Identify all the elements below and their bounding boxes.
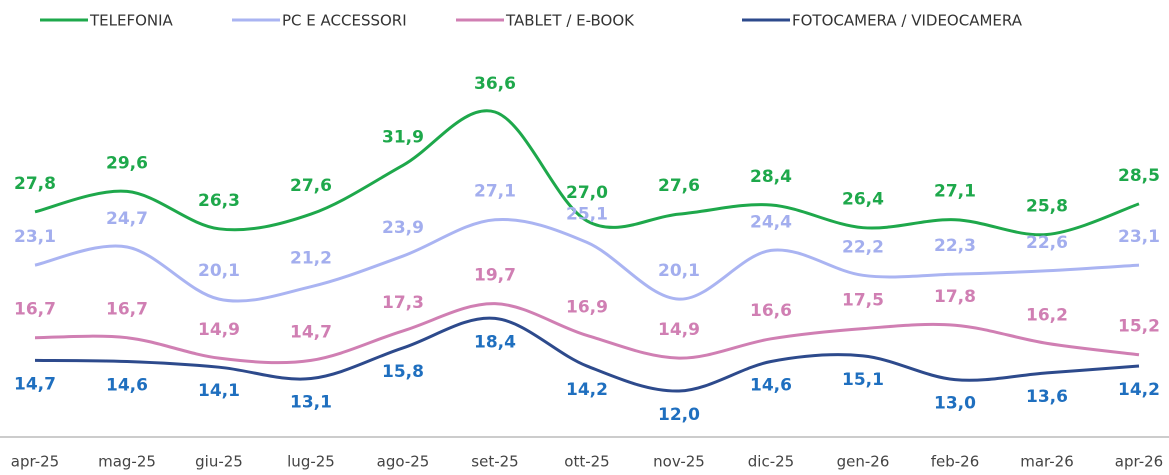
- data-label: 15,1: [842, 370, 884, 390]
- data-label: 31,9: [382, 127, 424, 147]
- data-label: 24,7: [106, 209, 148, 229]
- data-label: 14,6: [750, 376, 792, 396]
- x-tick-label: feb-26: [931, 453, 980, 471]
- data-label: 14,9: [658, 320, 700, 340]
- series-line: [34, 109, 1140, 237]
- data-label: 15,2: [1118, 317, 1160, 337]
- x-tick-label: lug-25: [287, 453, 335, 471]
- data-label: 13,1: [290, 393, 332, 413]
- data-label: 28,4: [750, 167, 792, 187]
- data-label: 27,8: [14, 174, 56, 194]
- series-line: [34, 316, 1140, 393]
- data-label: 20,1: [198, 261, 240, 281]
- data-label: 17,8: [934, 287, 976, 307]
- data-label: 13,0: [934, 394, 976, 414]
- series-line: [34, 217, 1140, 303]
- x-tick-label: giu-25: [195, 453, 243, 471]
- data-label: 23,1: [1118, 227, 1160, 247]
- x-tick-label: dic-25: [748, 453, 794, 471]
- data-label: 14,1: [198, 381, 240, 401]
- data-label: 16,7: [106, 300, 148, 320]
- x-tick-label: gen-26: [837, 453, 890, 471]
- legend-label: TABLET / E-BOOK: [505, 12, 635, 30]
- data-label: 16,7: [14, 300, 56, 320]
- x-tick-label: apr-25: [11, 453, 59, 471]
- series-line: [34, 302, 1140, 365]
- data-label: 16,9: [566, 297, 608, 317]
- x-tick-label: mar-26: [1020, 453, 1074, 471]
- legend-label: PC E ACCESSORI: [282, 12, 407, 30]
- x-tick-label: ago-25: [377, 453, 430, 471]
- data-label: 23,1: [14, 227, 56, 247]
- data-label: 26,3: [198, 191, 240, 211]
- legend-label: FOTOCAMERA / VIDEOCAMERA: [792, 12, 1023, 30]
- data-label: 12,0: [658, 405, 700, 425]
- data-label: 22,3: [934, 236, 976, 256]
- data-label: 22,2: [842, 237, 884, 257]
- data-label: 27,1: [474, 182, 516, 202]
- data-label: 16,2: [1026, 305, 1068, 325]
- data-label: 26,4: [842, 190, 884, 210]
- data-label: 14,2: [1118, 380, 1160, 400]
- data-label: 27,6: [290, 176, 332, 196]
- data-label: 24,4: [750, 212, 792, 232]
- data-label: 14,6: [106, 376, 148, 396]
- data-label: 36,6: [474, 74, 516, 94]
- data-label: 22,6: [1026, 233, 1068, 253]
- data-label: 14,7: [14, 374, 56, 394]
- data-label: 17,3: [382, 293, 424, 313]
- data-label: 21,2: [290, 249, 332, 269]
- x-tick-label: nov-25: [653, 453, 705, 471]
- data-label: 18,4: [474, 332, 516, 352]
- data-label: 14,2: [566, 380, 608, 400]
- data-label: 19,7: [474, 266, 516, 286]
- data-label: 16,6: [750, 301, 792, 321]
- x-tick-label: set-25: [471, 453, 518, 471]
- data-label: 25,8: [1026, 196, 1068, 216]
- x-tick-label: ott-25: [564, 453, 609, 471]
- data-label: 20,1: [658, 261, 700, 281]
- data-label: 27,0: [566, 183, 608, 203]
- data-label: 14,7: [290, 322, 332, 342]
- data-label: 29,6: [106, 153, 148, 173]
- legend-label: TELEFONIA: [89, 12, 174, 30]
- data-label: 23,9: [382, 218, 424, 238]
- data-label: 28,5: [1118, 166, 1160, 186]
- data-label: 27,6: [658, 176, 700, 196]
- data-label: 14,9: [198, 320, 240, 340]
- x-tick-label: apr-26: [1115, 453, 1163, 471]
- data-label: 15,8: [382, 362, 424, 382]
- data-label: 17,5: [842, 291, 884, 311]
- data-label: 27,1: [934, 182, 976, 202]
- data-label: 13,6: [1026, 387, 1068, 407]
- data-label: 25,1: [566, 204, 608, 224]
- x-tick-label: mag-25: [98, 453, 156, 471]
